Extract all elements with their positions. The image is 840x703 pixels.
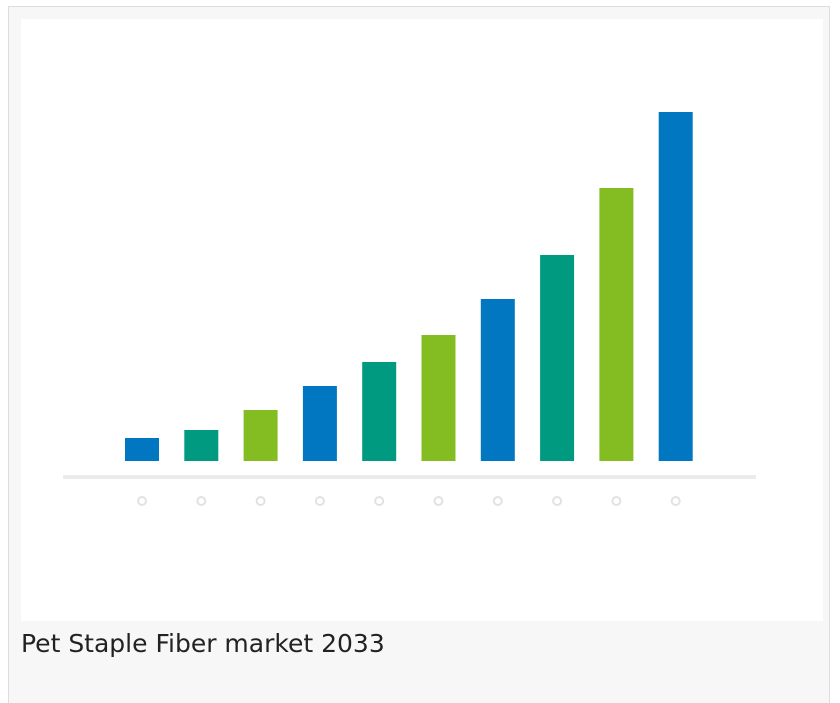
x-tick-dot xyxy=(196,496,207,506)
caption: Pet Staple Fiber market 2033 xyxy=(21,629,385,658)
x-tick-dot xyxy=(552,496,563,506)
x-tick-dot xyxy=(611,496,622,506)
bar xyxy=(658,112,693,461)
bar xyxy=(540,255,575,461)
chart xyxy=(21,19,823,621)
x-tick-dot xyxy=(255,496,266,506)
x-tick-dot xyxy=(374,496,385,506)
bar xyxy=(362,362,397,461)
x-tick-dot xyxy=(137,496,147,506)
x-tick-dot xyxy=(670,496,681,506)
bar xyxy=(480,299,515,461)
image-card: Pet Staple Fiber market 2033 xyxy=(8,6,830,703)
bar xyxy=(302,386,337,461)
x-tick-dot xyxy=(314,496,325,506)
bar xyxy=(184,430,219,461)
baseline xyxy=(63,475,756,479)
x-tick-dot xyxy=(433,496,444,506)
x-tick-dot xyxy=(492,496,503,506)
bar xyxy=(421,335,456,461)
bar xyxy=(125,438,159,461)
bar xyxy=(599,188,634,461)
image-background xyxy=(21,19,823,621)
bar xyxy=(243,410,278,461)
